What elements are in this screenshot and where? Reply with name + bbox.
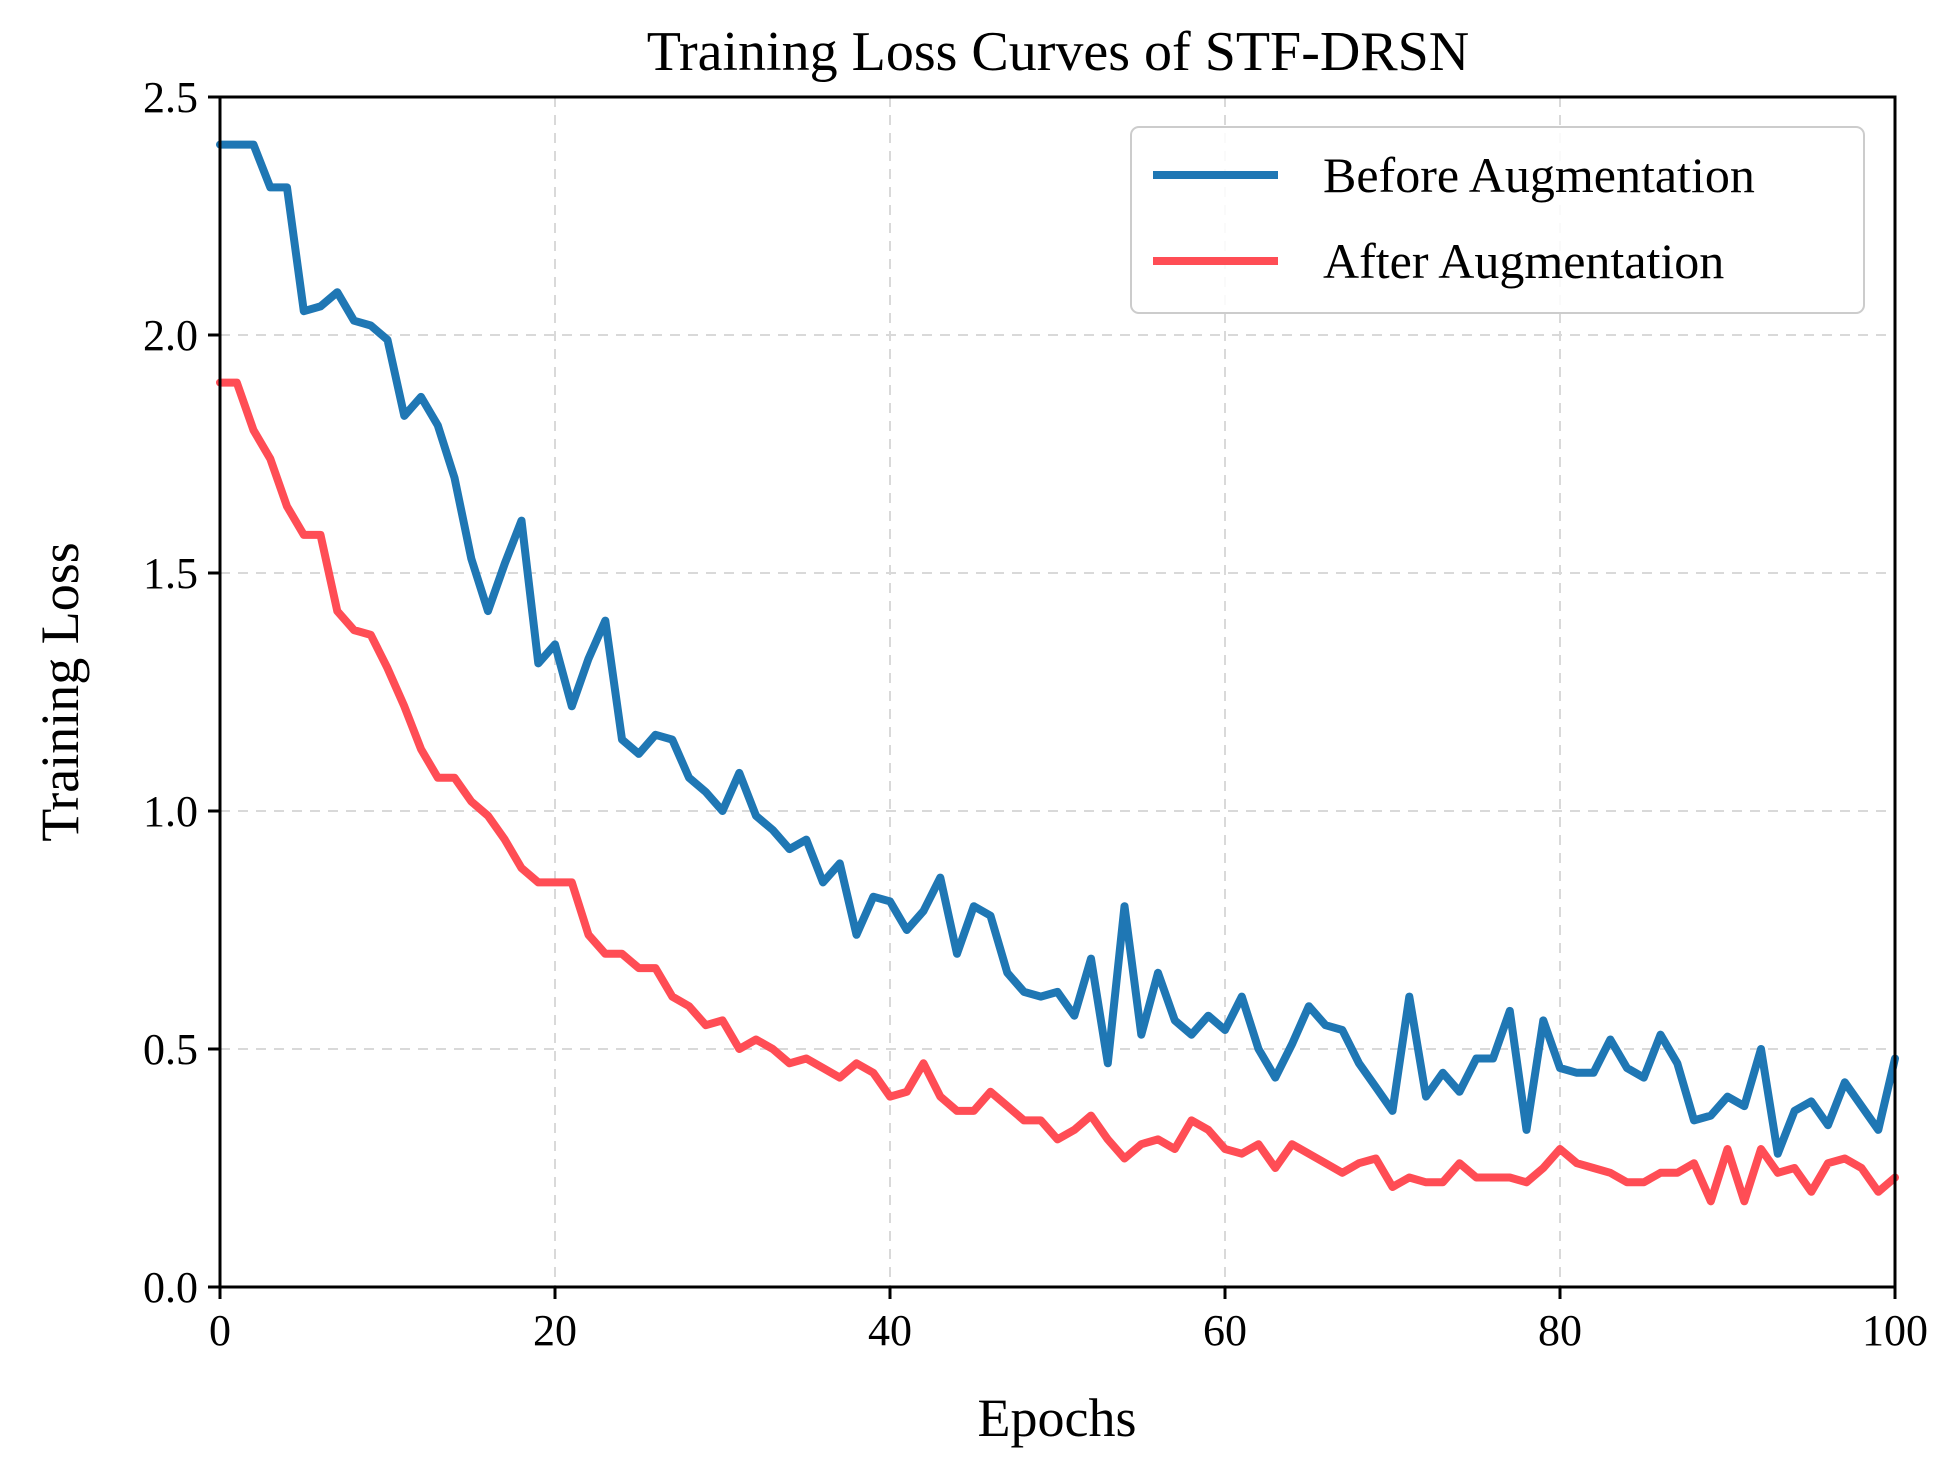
x-tick-label: 20 bbox=[533, 1306, 577, 1355]
x-tick-labels: 0 20 40 60 80 100 bbox=[209, 1306, 1928, 1355]
x-tick-label: 0 bbox=[209, 1306, 231, 1355]
x-axis-label: Epochs bbox=[978, 1388, 1137, 1448]
plot-frame bbox=[218, 95, 1897, 1289]
x-tick-label: 80 bbox=[1538, 1306, 1582, 1355]
y-tick-label: 1.0 bbox=[143, 787, 198, 836]
legend: Before Augmentation After Augmentation bbox=[1130, 126, 1865, 314]
x-tick-label: 60 bbox=[1203, 1306, 1247, 1355]
x-tick-label: 100 bbox=[1862, 1306, 1928, 1355]
y-tick-label: 0.5 bbox=[143, 1025, 198, 1074]
series-line-after-augmentation bbox=[216, 378, 1899, 1206]
y-axis-label: Training Loss bbox=[30, 542, 90, 842]
series-line-before-augmentation bbox=[216, 140, 1899, 1158]
legend-label: Before Augmentation bbox=[1323, 147, 1755, 203]
legend-label: After Augmentation bbox=[1323, 233, 1724, 289]
chart-title: Training Loss Curves of STF-DRSN bbox=[647, 21, 1469, 83]
legend-box bbox=[1130, 126, 1865, 314]
ticks bbox=[208, 95, 1897, 1299]
y-tick-label: 2.5 bbox=[143, 73, 198, 122]
y-tick-label: 1.5 bbox=[143, 549, 198, 598]
series-lines bbox=[216, 140, 1899, 1206]
y-tick-label: 0.0 bbox=[143, 1263, 198, 1312]
y-tick-labels: 0.0 0.5 1.0 1.5 2.0 2.5 bbox=[143, 73, 198, 1312]
x-tick-label: 40 bbox=[868, 1306, 912, 1355]
legend-items: Before Augmentation After Augmentation bbox=[1153, 147, 1755, 289]
y-tick-label: 2.0 bbox=[143, 311, 198, 360]
